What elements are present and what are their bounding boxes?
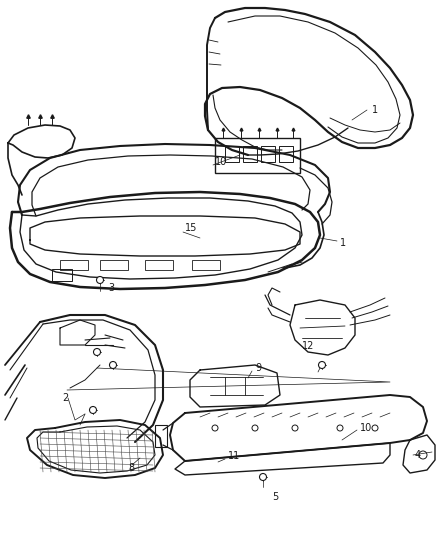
Text: 4: 4 [415,450,421,460]
Bar [100,260,128,270]
Circle shape [419,451,427,459]
Bar [243,146,257,162]
Bar [145,260,173,270]
Circle shape [337,425,343,431]
Text: 12: 12 [302,341,314,351]
Text: 5: 5 [272,492,278,502]
Circle shape [318,361,325,368]
Circle shape [93,349,100,356]
Text: 1: 1 [340,238,346,248]
Circle shape [372,425,378,431]
Bar [155,425,167,447]
Circle shape [252,425,258,431]
Circle shape [96,277,103,284]
Text: 10: 10 [360,423,372,433]
Circle shape [89,407,96,414]
Bar [279,146,293,162]
Circle shape [292,425,298,431]
Bar [52,269,72,281]
Text: 1: 1 [372,105,378,115]
Circle shape [259,473,266,481]
Text: 10: 10 [215,157,227,167]
Bar [60,260,88,270]
Text: 15: 15 [185,223,198,233]
Circle shape [212,425,218,431]
Text: 3: 3 [108,283,114,293]
Bar [261,146,275,162]
Circle shape [110,361,117,368]
Bar [225,146,239,162]
Bar [192,260,220,270]
Text: 8: 8 [128,463,134,473]
Bar [215,138,300,173]
Text: 11: 11 [228,451,240,461]
Text: 2: 2 [62,393,68,403]
Text: 9: 9 [255,363,261,373]
